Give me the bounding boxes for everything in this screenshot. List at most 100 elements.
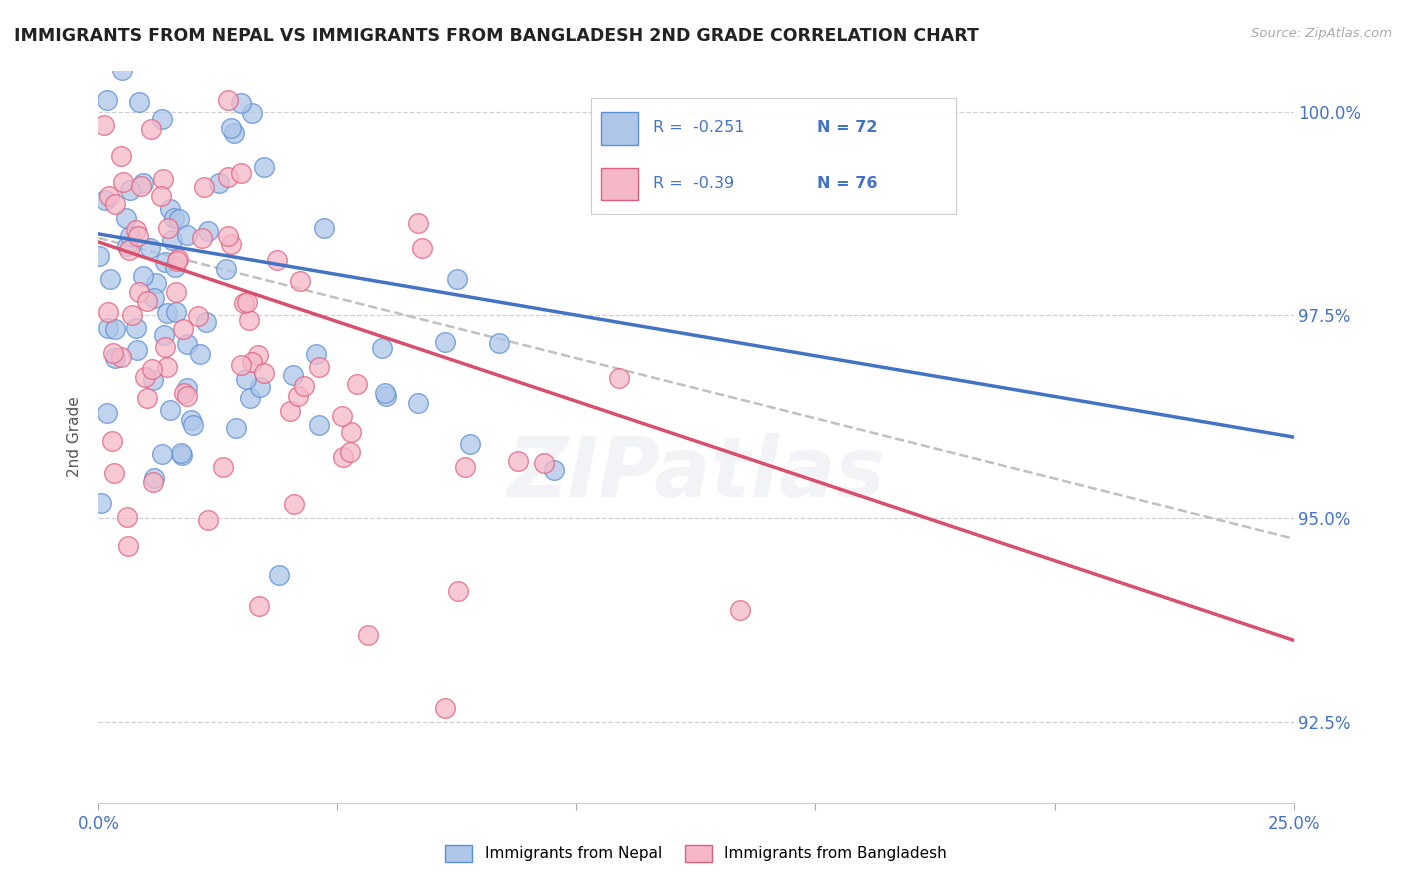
Point [180, 412, 202, 426]
Point [187, 310, 209, 324]
Point [136, 294, 159, 309]
Point [356, 628, 378, 642]
Point [120, 183, 142, 197]
Point [114, 211, 136, 225]
Point [287, 389, 309, 403]
Point [141, 361, 163, 376]
Point [118, 244, 141, 258]
Point [159, 403, 181, 417]
Point [128, 95, 150, 109]
Point [150, 112, 173, 126]
Point [110, 148, 132, 162]
Point [312, 221, 335, 235]
Point [165, 285, 187, 299]
Point [118, 229, 141, 244]
Point [229, 166, 252, 180]
Point [247, 599, 270, 613]
Point [145, 276, 167, 290]
Point [96, 407, 118, 421]
Point [131, 179, 153, 194]
Point [103, 346, 125, 360]
Point [217, 169, 239, 184]
Point [112, 175, 135, 189]
Point [134, 370, 156, 384]
Point [165, 305, 187, 319]
Point [142, 373, 165, 387]
Point [90, 496, 112, 510]
Text: N = 76: N = 76 [817, 176, 877, 191]
Point [136, 392, 159, 406]
Point [104, 197, 127, 211]
Point [173, 385, 195, 400]
Point [170, 448, 193, 462]
Point [142, 470, 165, 484]
Point [269, 568, 291, 582]
Point [142, 475, 165, 490]
Point [454, 459, 477, 474]
Point [533, 456, 555, 470]
Point [163, 260, 186, 274]
Point [155, 360, 177, 375]
Point [104, 322, 127, 336]
Point [292, 379, 315, 393]
Point [111, 62, 134, 77]
Point [215, 262, 238, 277]
Point [160, 233, 183, 247]
Point [117, 539, 139, 553]
Point [283, 497, 305, 511]
Point [96, 93, 118, 107]
Point [219, 120, 242, 135]
Point [346, 376, 368, 391]
Text: R =  -0.251: R = -0.251 [652, 120, 744, 136]
Point [190, 231, 212, 245]
Point [239, 391, 262, 405]
Point [212, 459, 235, 474]
Point [266, 252, 288, 267]
Point [115, 239, 138, 253]
Point [139, 241, 162, 255]
Point [183, 417, 205, 432]
Point [339, 445, 361, 459]
Point [153, 254, 176, 268]
Point [730, 603, 752, 617]
Point [197, 223, 219, 237]
Point [607, 371, 630, 385]
Point [188, 346, 211, 360]
Point [446, 271, 468, 285]
Point [125, 343, 148, 357]
Point [406, 216, 429, 230]
Point [143, 291, 166, 305]
Point [488, 335, 510, 350]
Point [125, 223, 148, 237]
Point [176, 381, 198, 395]
Y-axis label: 2nd Grade: 2nd Grade [67, 397, 83, 477]
Point [98, 272, 121, 286]
Point [249, 380, 271, 394]
Bar [602, 112, 638, 145]
Legend: Immigrants from Nepal, Immigrants from Bangladesh: Immigrants from Nepal, Immigrants from B… [439, 838, 953, 868]
Point [127, 228, 149, 243]
Point [115, 509, 138, 524]
Point [156, 221, 179, 235]
Point [170, 446, 193, 460]
Point [229, 359, 252, 373]
Point [506, 454, 529, 468]
Point [94, 194, 117, 208]
Point [238, 313, 260, 327]
Point [225, 421, 247, 435]
Point [172, 322, 194, 336]
Point [217, 94, 239, 108]
Point [131, 268, 153, 283]
Point [543, 463, 565, 477]
Point [219, 237, 242, 252]
Point [176, 228, 198, 243]
Point [96, 304, 118, 318]
Point [166, 254, 188, 268]
Point [262, 42, 284, 56]
Point [176, 389, 198, 403]
Point [132, 176, 155, 190]
Point [232, 296, 254, 310]
Point [125, 321, 148, 335]
Point [458, 437, 481, 451]
Point [166, 252, 188, 266]
